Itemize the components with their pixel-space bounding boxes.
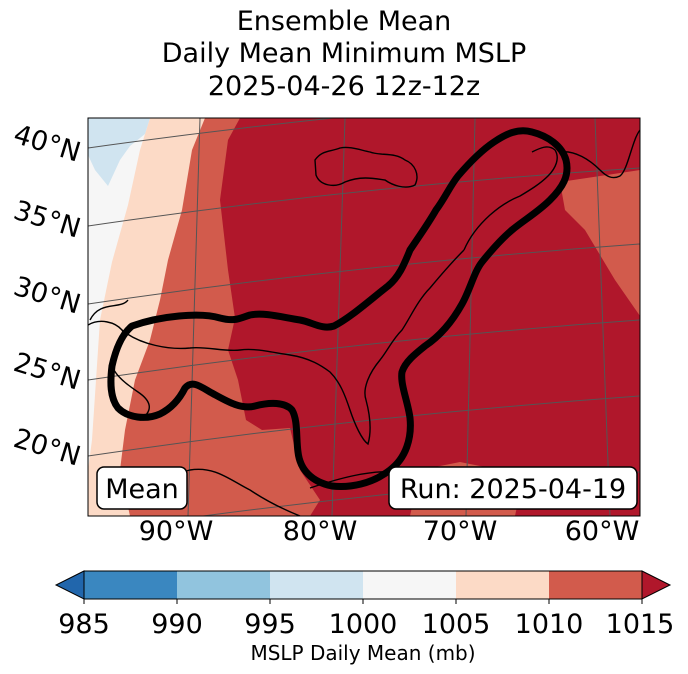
meridian-60: [594, 118, 611, 516]
lat-label-25: 25°N: [10, 347, 84, 397]
lon-label-70: 70°W: [423, 516, 498, 547]
mean-box-text: Mean: [105, 474, 179, 505]
colorbar-over-arrow: [641, 570, 672, 600]
colorbar: 985 990 995 1000 1005 1010 1015 MSLP Dai…: [54, 570, 675, 665]
title-line-1: Ensemble Mean: [236, 6, 452, 37]
parallel-35: [88, 167, 640, 227]
meridian-80: [331, 118, 346, 516]
lon-label-90: 90°W: [139, 516, 214, 547]
colorbar-bin-1005: [456, 571, 549, 599]
field-995: [88, 118, 150, 186]
lat-label-30: 30°N: [10, 271, 84, 321]
colorbar-bin-995: [270, 571, 363, 599]
lon-label-80: 80°W: [283, 516, 358, 547]
parallel-20: [88, 395, 640, 457]
colorbar-tick-995: 995: [244, 609, 296, 640]
colorbar-tick-985: 985: [58, 609, 110, 640]
parallel-30: [88, 243, 640, 305]
lat-label-35: 35°N: [10, 195, 84, 245]
coast-maritimes: [559, 129, 640, 179]
field-1000: [88, 118, 150, 470]
colorbar-tick-1005: 1005: [422, 609, 491, 640]
colorbar-bin-990: [177, 571, 270, 599]
ensemble-contour: [107, 127, 571, 490]
colorbar-tick-marks: [83, 599, 643, 604]
colorbar-tick-990: 990: [151, 609, 203, 640]
coast-northeast: [463, 146, 558, 251]
title-line-2: Daily Mean Minimum MSLP: [161, 38, 527, 69]
title-line-3: 2025-04-26 12z-12z: [207, 71, 481, 102]
great-lakes: [314, 146, 418, 188]
colorbar-tick-1010: 1010: [515, 609, 584, 640]
lat-label-40: 40°N: [10, 119, 84, 169]
parallel-25: [88, 319, 640, 381]
colorbar-label: MSLP Daily Mean (mb): [250, 641, 475, 665]
parallel-40: [88, 118, 338, 149]
run-box-text: Run: 2025-04-19: [400, 474, 626, 505]
run-box: [388, 466, 638, 510]
colorbar-tick-1000: 1000: [329, 609, 398, 640]
lat-label-20: 20°N: [10, 423, 84, 473]
map-frame: [87, 117, 641, 517]
colorbar-bin-1010: [549, 571, 642, 599]
colorbar-bin-985: [84, 571, 177, 599]
colorbar-under-arrow: [54, 570, 85, 600]
colorbar-bin-1000: [363, 571, 456, 599]
colorbar-tick-1015: 1015: [606, 609, 675, 640]
coast-inland-border: [89, 299, 129, 321]
meridian-70: [465, 118, 476, 516]
mean-box: [96, 466, 188, 510]
lon-label-60: 60°W: [565, 516, 640, 547]
coast-gulf-atlantic: [121, 249, 465, 446]
